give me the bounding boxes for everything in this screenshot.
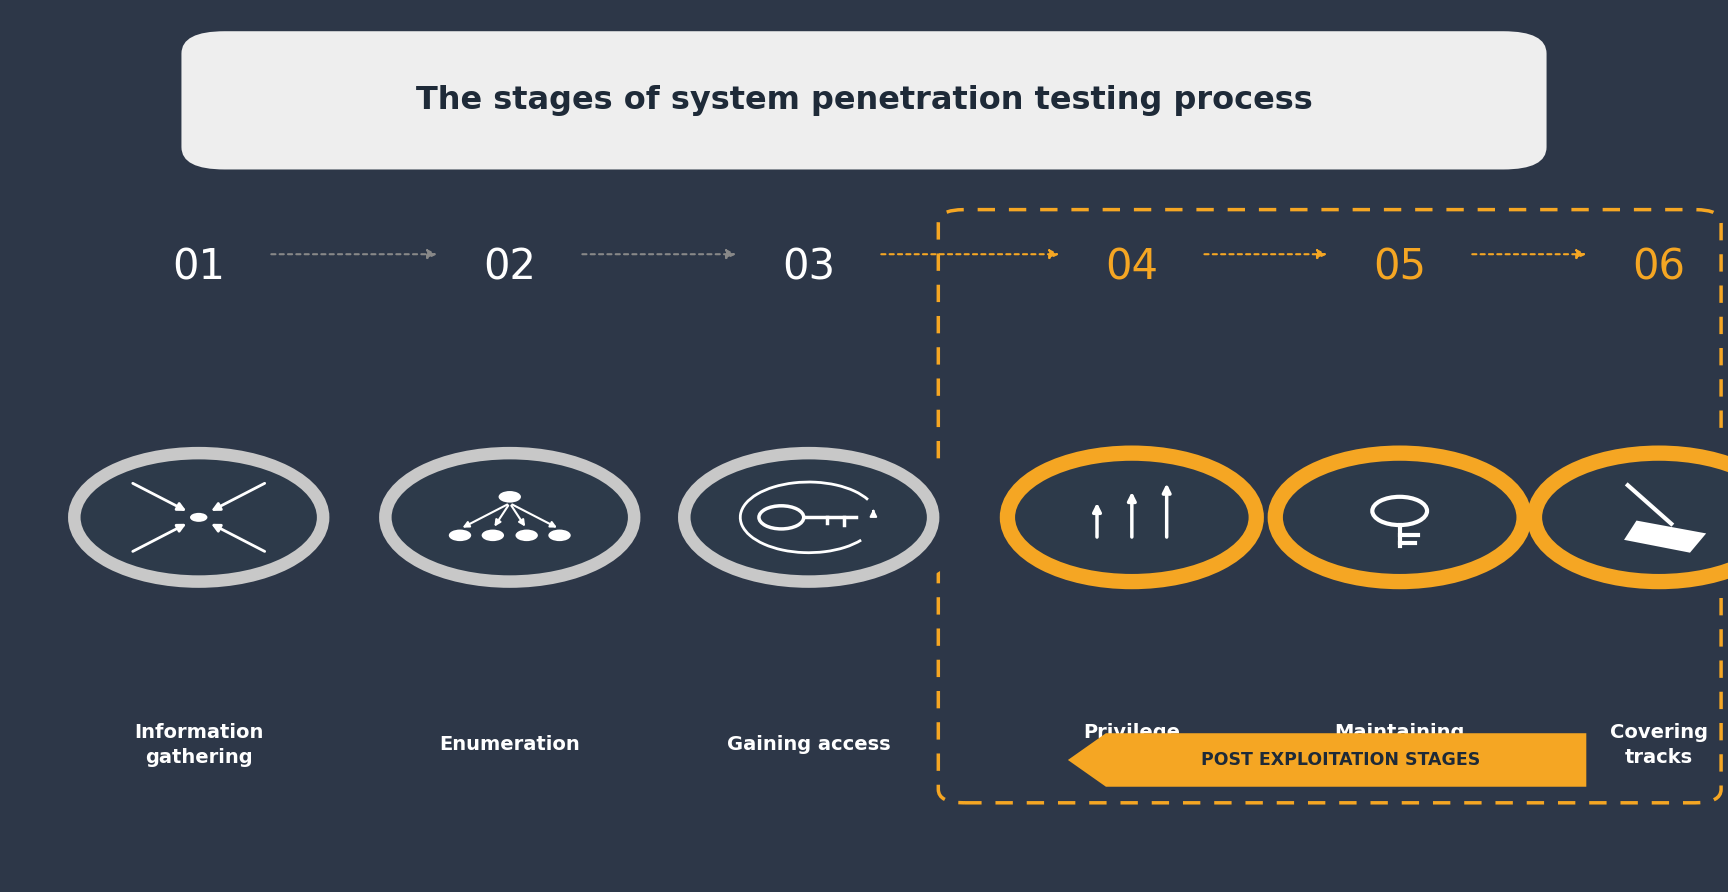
Text: POST EXPLOITATION STAGES: POST EXPLOITATION STAGES: [1201, 751, 1481, 769]
Circle shape: [385, 453, 634, 582]
Circle shape: [342, 431, 677, 604]
Circle shape: [641, 431, 976, 604]
Text: The stages of system penetration testing process: The stages of system penetration testing…: [416, 85, 1312, 116]
Text: 06: 06: [1633, 246, 1685, 289]
Circle shape: [1491, 431, 1728, 604]
Circle shape: [1007, 453, 1256, 582]
Circle shape: [74, 453, 323, 582]
Circle shape: [515, 530, 537, 541]
Circle shape: [190, 513, 207, 522]
Text: 04: 04: [1106, 246, 1158, 289]
Text: Information
gathering: Information gathering: [135, 723, 263, 767]
Text: Maintaining
access: Maintaining access: [1334, 723, 1465, 767]
Circle shape: [1275, 453, 1524, 582]
Circle shape: [548, 530, 570, 541]
Circle shape: [964, 431, 1299, 604]
Text: 03: 03: [783, 246, 835, 289]
Text: 02: 02: [484, 246, 536, 289]
Text: 01: 01: [173, 246, 225, 289]
Circle shape: [499, 491, 520, 502]
Text: 05: 05: [1374, 246, 1426, 289]
Circle shape: [482, 530, 505, 541]
Polygon shape: [1068, 733, 1586, 787]
Circle shape: [684, 453, 933, 582]
Text: Gaining access: Gaining access: [727, 735, 890, 755]
Circle shape: [1534, 453, 1728, 582]
Circle shape: [449, 530, 472, 541]
Polygon shape: [1624, 521, 1706, 553]
Text: Covering
tracks: Covering tracks: [1610, 723, 1707, 767]
FancyBboxPatch shape: [181, 31, 1547, 169]
Text: Privilege
escalation: Privilege escalation: [1075, 723, 1189, 767]
Circle shape: [1232, 431, 1567, 604]
Text: Enumeration: Enumeration: [439, 735, 581, 755]
Circle shape: [31, 431, 366, 604]
